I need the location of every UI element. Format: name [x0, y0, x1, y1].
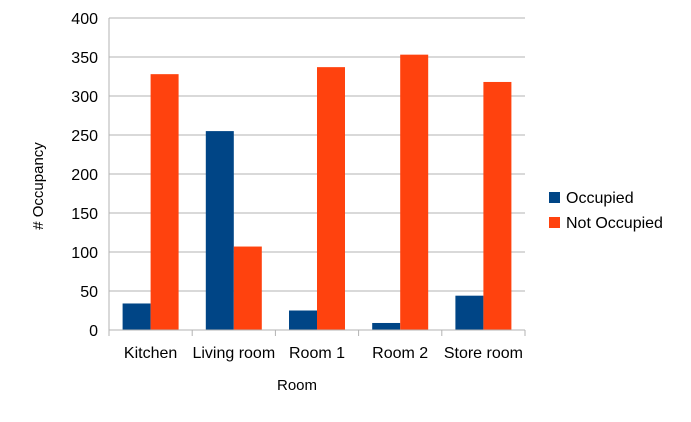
y-tick-label: 100: [71, 245, 98, 262]
legend-label: Occupied: [566, 190, 634, 207]
bar-not-occupied-room-2: [400, 54, 429, 330]
bar-occupied-living-room: [205, 131, 234, 330]
x-tick-label: Room 2: [372, 345, 428, 362]
y-axis-title: # Occupancy: [30, 142, 47, 230]
y-tick-label: 300: [71, 89, 98, 106]
x-tick-label: Living room: [192, 345, 275, 362]
bar-occupied-room-2: [372, 322, 401, 330]
bar-not-occupied-kitchen: [150, 74, 179, 330]
x-tick-labels: Kitchen Living room Room 1 Room 2 Store room: [124, 345, 523, 362]
x-tick-label: Room 1: [289, 345, 345, 362]
y-tick-label: 200: [71, 167, 98, 184]
axes: [108, 18, 526, 336]
y-tick-label: 50: [80, 284, 98, 301]
bars: [122, 54, 512, 331]
bar-not-occupied-room-1: [317, 67, 345, 330]
bar-occupied-kitchen: [122, 303, 151, 330]
legend-label: Not Occupied: [566, 215, 663, 232]
y-tick-label: 400: [71, 11, 98, 28]
y-tick-label: 350: [71, 50, 98, 67]
y-tick-label: 150: [71, 206, 98, 223]
bar-occupied-room-1: [289, 310, 317, 330]
legend-swatch: [549, 192, 560, 203]
y-tick-label: 0: [89, 323, 98, 340]
y-tick-labels: 0 50 100 150 200 250 300 350 400: [71, 11, 98, 340]
legend: Occupied Not Occupied: [549, 190, 663, 232]
bar-not-occupied-living-room: [233, 246, 262, 330]
legend-swatch: [549, 217, 560, 228]
x-axis-title: Room: [277, 377, 317, 394]
y-tick-label: 250: [71, 128, 98, 145]
bar-occupied-store-room: [455, 295, 484, 330]
x-tick-label: Store room: [444, 345, 523, 362]
x-tick-label: Kitchen: [124, 345, 177, 362]
bar-not-occupied-store-room: [483, 81, 512, 331]
